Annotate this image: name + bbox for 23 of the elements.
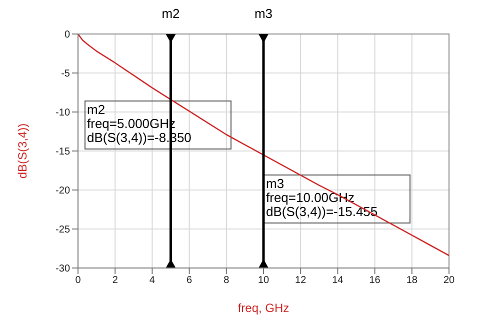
x-tick-label: 10 — [258, 275, 270, 286]
y-tick-label: 0 — [64, 30, 70, 41]
x-tick-label: 12 — [295, 275, 307, 286]
x-tick-label: 20 — [443, 275, 455, 286]
x-tick-label: 0 — [75, 275, 82, 286]
x-axis-title: freq, GHz — [238, 301, 290, 315]
x-tick-label: 18 — [406, 275, 418, 286]
x-tick-label: 16 — [369, 275, 381, 286]
line-series — [78, 34, 449, 256]
x-tick-label: 8 — [224, 275, 230, 286]
y-axis-title: dB(S(3,4)) — [15, 123, 30, 179]
ref-line-label: m2 — [162, 6, 180, 21]
x-tick-label: 6 — [186, 275, 193, 286]
x-tick-label: 4 — [149, 275, 156, 286]
y-tick-label: -15 — [56, 146, 70, 158]
y-tick-label: -10 — [56, 108, 70, 119]
x-tick-label: 14 — [332, 275, 344, 286]
y-tick-label: -20 — [56, 186, 70, 197]
y-tick-label: -5 — [61, 68, 70, 80]
y-tick-label: -25 — [56, 224, 70, 236]
ref-line-label: m3 — [254, 6, 273, 21]
y-tick-label: -30 — [56, 264, 70, 275]
x-tick-label: 2 — [112, 275, 118, 286]
